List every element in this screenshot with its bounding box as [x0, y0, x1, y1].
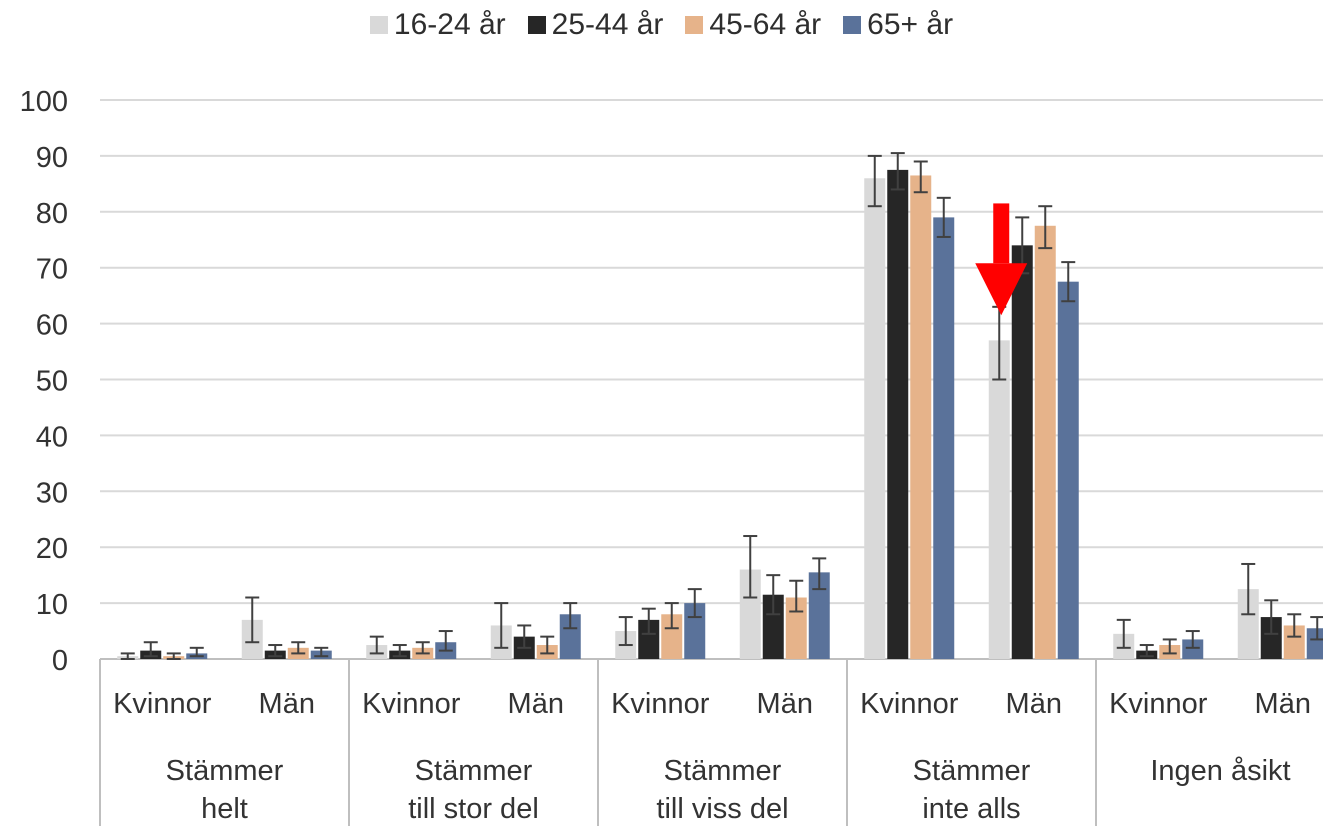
bar — [1034, 225, 1056, 659]
y-tick-label: 50 — [36, 366, 68, 398]
legend-item-65plus: 65+ år — [843, 8, 953, 42]
legend-item-16-24: 16-24 år — [369, 8, 506, 42]
bar — [739, 569, 761, 659]
bar — [1011, 245, 1033, 659]
bar — [887, 169, 909, 659]
bar — [1182, 639, 1204, 659]
x-group-label: Stämmer — [415, 755, 533, 787]
x-subgroup-label: Kvinnor — [611, 688, 710, 720]
y-tick-label: 80 — [36, 198, 68, 230]
bar — [864, 178, 886, 659]
chart-legend: 16-24 år 25-44 år 45-64 år 65+ år — [0, 8, 1323, 42]
y-tick-label: 70 — [36, 254, 68, 286]
y-tick-label: 10 — [36, 589, 68, 621]
x-subgroup-label: Kvinnor — [860, 688, 959, 720]
x-subgroup-label: Kvinnor — [362, 688, 461, 720]
annotation-arrow-shaft — [993, 203, 1010, 264]
y-tick-label: 30 — [36, 477, 68, 509]
bar — [988, 340, 1010, 659]
bar — [1237, 589, 1259, 659]
x-subgroup-label: Kvinnor — [1109, 688, 1208, 720]
x-subgroup-label: Män — [757, 688, 813, 720]
x-subgroup-label: Män — [1255, 688, 1311, 720]
x-group-label: till viss del — [656, 793, 788, 825]
bar — [910, 175, 932, 659]
legend-label-45-64: 45-64 år — [709, 8, 822, 41]
y-tick-label: 100 — [20, 86, 68, 118]
bar — [638, 619, 660, 659]
legend-label-65plus: 65+ år — [867, 8, 954, 41]
y-tick-label: 60 — [36, 310, 68, 342]
y-tick-label: 90 — [36, 142, 68, 174]
legend-swatch-45-64 — [685, 16, 704, 34]
x-subgroup-label: Män — [1006, 688, 1062, 720]
x-group-label: helt — [201, 793, 248, 825]
legend-swatch-16-24 — [369, 16, 388, 34]
bar — [1260, 617, 1282, 659]
bar — [559, 614, 581, 659]
x-group-label: till stor del — [408, 793, 539, 825]
x-group-label: Stämmer — [166, 755, 284, 787]
x-group-label: Stämmer — [913, 755, 1031, 787]
bar — [785, 597, 807, 659]
bar — [933, 217, 955, 659]
y-tick-label: 40 — [36, 421, 68, 453]
bar — [1306, 628, 1323, 659]
legend-item-25-44: 25-44 år — [527, 8, 664, 42]
bar — [1057, 281, 1079, 659]
annotation-arrow-head — [975, 263, 1028, 316]
bar — [808, 572, 830, 659]
x-group-label: inte alls — [922, 793, 1020, 825]
x-group-label: Ingen åsikt — [1150, 755, 1290, 787]
x-group-label: Stämmer — [664, 755, 782, 787]
x-subgroup-label: Män — [259, 688, 315, 720]
legend-item-45-64: 45-64 år — [685, 8, 821, 42]
legend-swatch-25-44 — [527, 16, 546, 34]
bar — [762, 594, 784, 659]
bar — [1283, 625, 1305, 659]
x-subgroup-label: Män — [508, 688, 564, 720]
legend-swatch-65plus — [843, 16, 862, 34]
x-subgroup-label: Kvinnor — [113, 688, 212, 720]
y-tick-label: 0 — [52, 645, 68, 677]
legend-label-25-44: 25-44 år — [551, 8, 664, 41]
bar — [661, 614, 683, 659]
y-tick-label: 20 — [36, 533, 68, 565]
legend-label-16-24: 16-24 år — [393, 8, 506, 41]
